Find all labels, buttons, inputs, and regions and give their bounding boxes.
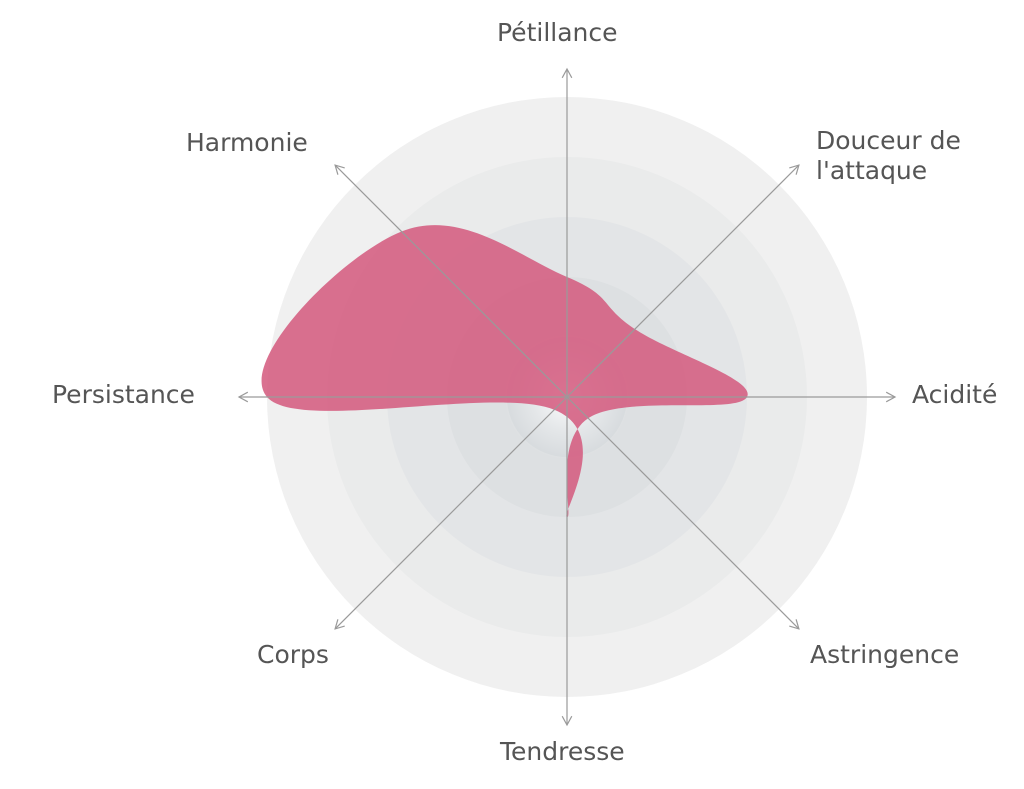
axis-line-1 (566, 164, 800, 398)
axis-lines (237, 67, 897, 727)
series-layer (261, 225, 748, 518)
axis-arrow-1 (789, 164, 800, 175)
axis-label-persistance: Persistance (52, 380, 195, 409)
axis-arrow-7 (334, 164, 345, 175)
axis-arrow-0 (561, 67, 573, 79)
axis-arrow-6 (237, 391, 249, 403)
axis-label-corps: Corps (257, 640, 329, 669)
axis-arrow-3 (789, 619, 800, 630)
series-area-0 (261, 225, 748, 518)
axis-label-douceur-attaque: Douceur de l'attaque (816, 126, 961, 185)
axis-label-acidite: Acidité (912, 380, 998, 409)
axis-line-3 (566, 396, 800, 630)
axis-label-tendresse: Tendresse (500, 737, 625, 766)
axis-label-harmonie: Harmonie (186, 128, 308, 157)
axis-arrow-5 (334, 619, 345, 630)
axis-label-petillance: Pétillance (497, 18, 618, 47)
axis-arrow-2 (885, 391, 897, 403)
axis-line-5 (334, 396, 568, 630)
axis-line-7 (334, 164, 568, 398)
axis-arrow-4 (561, 715, 573, 727)
axis-label-astringence: Astringence (810, 640, 960, 669)
